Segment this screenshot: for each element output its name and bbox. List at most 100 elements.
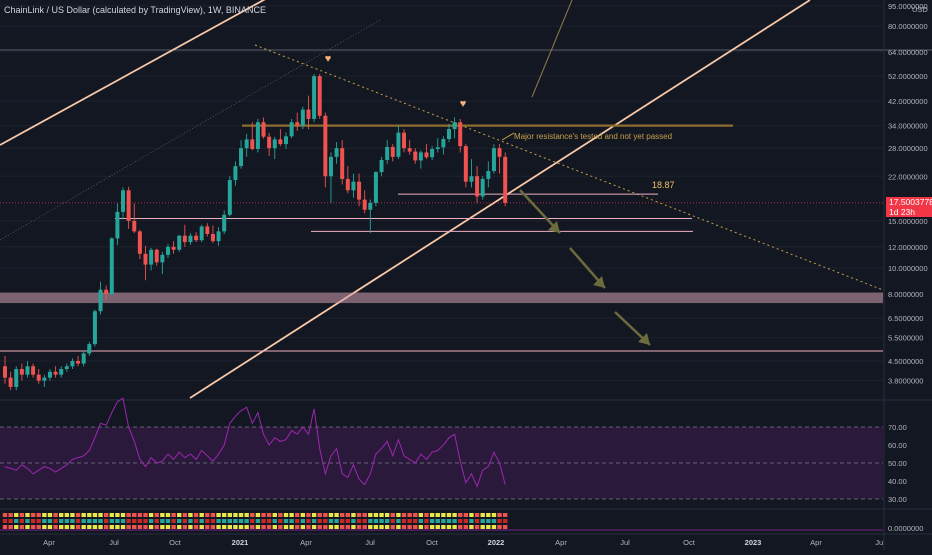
momentum-cell	[165, 525, 171, 529]
momentum-cell	[295, 525, 300, 529]
momentum-cell	[143, 519, 148, 523]
momentum-cell	[199, 525, 204, 529]
momentum-cell	[446, 519, 452, 523]
momentum-cell	[210, 525, 216, 529]
momentum-cell	[126, 525, 131, 529]
momentum-cell	[47, 525, 53, 529]
candle-body	[261, 122, 266, 137]
momentum-cell	[272, 519, 277, 523]
candle-body	[413, 151, 418, 161]
momentum-cell	[148, 525, 154, 529]
momentum-cell	[238, 513, 244, 517]
momentum-cell	[255, 513, 261, 517]
momentum-cell	[255, 519, 261, 523]
candle-body	[3, 366, 7, 378]
momentum-cell	[474, 513, 480, 517]
momentum-cell	[424, 513, 429, 517]
time-axis-label: Apr	[43, 538, 55, 547]
momentum-cell	[356, 519, 362, 523]
heart-marker: ♥	[325, 53, 332, 65]
channel-main-trendline	[189, 0, 811, 399]
price-tick-label: 42.0000000	[888, 97, 928, 106]
momentum-cell	[401, 525, 407, 529]
momentum-cell	[334, 519, 339, 523]
momentum-cell	[379, 519, 384, 523]
momentum-cell	[154, 519, 159, 523]
momentum-cell	[458, 513, 463, 517]
candle-body	[160, 254, 165, 263]
candle-body	[334, 148, 339, 157]
momentum-cell	[2, 519, 8, 523]
momentum-cell	[491, 513, 497, 517]
momentum-cell	[463, 519, 469, 523]
momentum-cell	[115, 519, 120, 523]
momentum-cell	[368, 513, 373, 517]
candle-body	[171, 246, 176, 250]
momentum-cell	[64, 513, 70, 517]
momentum-cell	[199, 519, 204, 523]
candle-body	[351, 181, 356, 191]
momentum-cell	[8, 513, 13, 517]
momentum-cell	[407, 519, 412, 523]
momentum-cell	[334, 525, 339, 529]
momentum-cell	[238, 525, 244, 529]
momentum-cell	[362, 513, 367, 517]
candle-body	[70, 360, 75, 367]
channel-dotted-line	[0, 19, 381, 241]
momentum-cell	[317, 513, 322, 517]
momentum-cell	[373, 525, 379, 529]
momentum-cell	[401, 513, 407, 517]
heart-marker: ♥	[460, 98, 467, 110]
momentum-cell	[36, 519, 41, 523]
momentum-cell	[47, 513, 53, 517]
momentum-cell	[474, 525, 480, 529]
momentum-cell	[345, 525, 351, 529]
momentum-cell	[137, 513, 143, 517]
momentum-cell	[283, 525, 289, 529]
momentum-cell	[109, 525, 114, 529]
price-tick-label: 34.0000000	[888, 122, 928, 131]
momentum-cell	[87, 513, 92, 517]
price-tick-label: 10.0000000	[888, 264, 928, 273]
momentum-cell	[160, 525, 165, 529]
momentum-cell	[70, 519, 75, 523]
momentum-cell	[109, 513, 114, 517]
rsi-tick-label: 40.00	[888, 477, 907, 486]
momentum-cell	[64, 525, 70, 529]
momentum-cell	[210, 519, 216, 523]
momentum-cell	[75, 513, 81, 517]
momentum-cell	[19, 513, 25, 517]
momentum-cell	[373, 519, 379, 523]
momentum-cell	[306, 519, 311, 523]
momentum-cell	[266, 519, 272, 523]
momentum-cell	[266, 513, 272, 517]
momentum-cell	[233, 519, 238, 523]
momentum-cell	[328, 513, 334, 517]
momentum-cell	[351, 525, 356, 529]
price-tick-label: 15.0000000	[888, 217, 928, 226]
candle-body	[137, 231, 142, 254]
momentum-cell	[373, 513, 379, 517]
candle-body	[396, 132, 401, 157]
momentum-cell	[75, 519, 81, 523]
volume-axis-label: 0.0000000	[888, 524, 923, 533]
candle-body	[239, 148, 244, 167]
momentum-cell	[14, 513, 19, 517]
momentum-cell	[8, 519, 13, 523]
annotation-pointer	[501, 132, 515, 141]
projection-arrow-head	[548, 221, 560, 233]
rsi-tick-label: 60.00	[888, 441, 907, 450]
momentum-cell	[328, 525, 334, 529]
candle-body	[323, 115, 328, 177]
momentum-cell	[458, 519, 463, 523]
momentum-cell	[458, 525, 463, 529]
symbol-legend: ChainLink / US Dollar (calculated by Tra…	[4, 5, 266, 15]
resistance-annotation: Major resistance's tested and not yet pa…	[514, 132, 672, 141]
momentum-cell	[272, 525, 277, 529]
candle-body	[463, 146, 468, 182]
candle-body	[182, 235, 187, 243]
time-axis-label: Jul	[875, 538, 885, 547]
momentum-cell	[396, 525, 401, 529]
